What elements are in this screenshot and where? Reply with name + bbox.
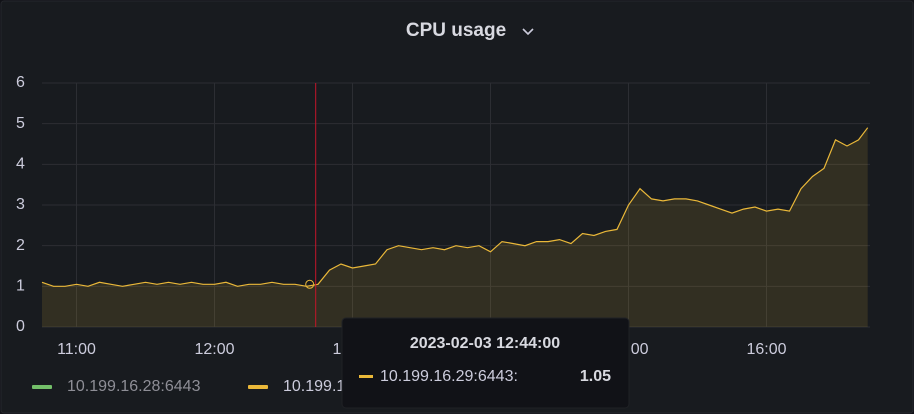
tooltip-value: 1.05	[580, 368, 611, 385]
series-area	[42, 127, 868, 327]
legend-swatch	[248, 385, 268, 389]
x-tick-label: 16:00	[746, 341, 786, 358]
tooltip-box	[341, 317, 630, 409]
y-tick-label: 6	[16, 74, 25, 91]
tooltip-swatch	[359, 375, 373, 378]
y-tick-label: 1	[16, 278, 25, 295]
y-tick-label: 4	[16, 156, 25, 173]
y-tick-label: 0	[16, 318, 25, 335]
y-tick-label: 2	[16, 237, 25, 254]
x-tick-label: 12:00	[194, 341, 234, 358]
y-tick-label: 3	[16, 196, 25, 213]
legend-swatch	[32, 385, 52, 389]
y-tick-label: 5	[16, 115, 25, 132]
hover-point	[305, 279, 315, 289]
series-line	[41, 127, 869, 287]
tooltip-label: 10.199.16.29:6443:	[380, 368, 518, 385]
chart-title[interactable]: CPU usage	[406, 20, 506, 41]
title-chevron[interactable]	[522, 28, 534, 36]
tooltip-time: 2023-02-03 12:44:00	[410, 335, 560, 352]
legend-item[interactable]: 10.199.16.28:6443	[32, 378, 201, 395]
tooltip: 2023-02-03 12:44:00 10.199.16.29:6443: 1.0…	[341, 317, 630, 409]
x-tick-label: 11:00	[57, 341, 96, 358]
legend-label: 10.199.16.28:6443	[67, 378, 201, 395]
